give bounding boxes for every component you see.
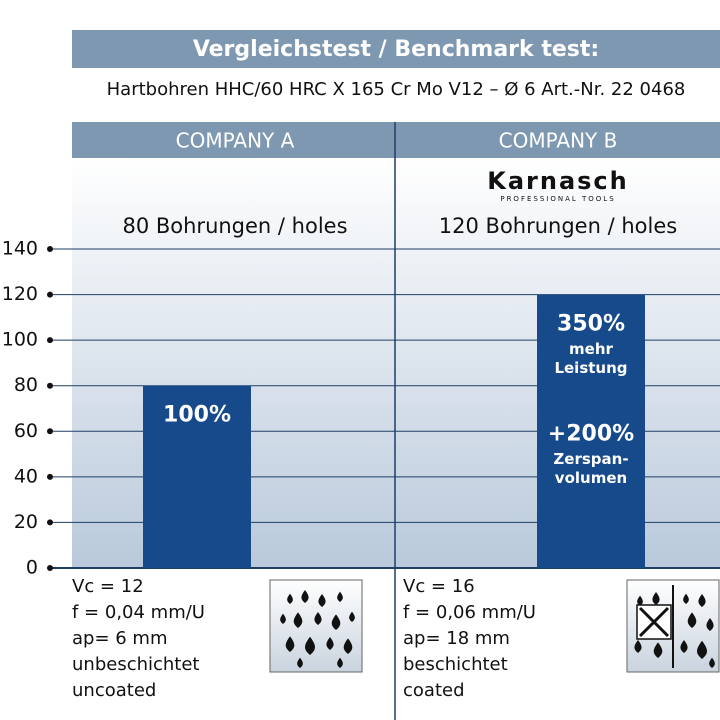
logo-tagline: PROFESSIONAL TOOLS: [500, 195, 615, 203]
droplet: [318, 594, 326, 607]
chart-title: Vergleichstest / Benchmark test:: [193, 37, 599, 62]
droplet: [293, 612, 303, 628]
droplet: [297, 657, 303, 668]
droplet: [337, 591, 343, 602]
bar-label-line: Zerspan-: [553, 450, 628, 468]
headline: 120 Bohrungen / holes: [439, 214, 677, 238]
droplet: [343, 638, 353, 654]
logo-name: Karnasch: [487, 167, 629, 195]
spec-line: f = 0,06 mm/U: [403, 602, 536, 623]
y-tick-label: 80: [14, 374, 38, 396]
droplet: [314, 612, 322, 625]
spec-line: Vc = 12: [72, 576, 144, 597]
y-tick-label: 140: [2, 238, 38, 260]
y-tick-label: 100: [2, 329, 38, 351]
tick-dot: [47, 382, 53, 389]
droplet: [680, 640, 688, 653]
y-tick-label: 20: [14, 511, 38, 533]
droplet: [301, 590, 309, 603]
y-tick-label: 60: [14, 420, 38, 442]
tick-dot: [47, 246, 53, 252]
droplet: [305, 636, 315, 655]
droplet: [326, 637, 334, 650]
droplet: [634, 640, 642, 653]
header-bar: [72, 122, 720, 158]
droplet: [653, 642, 663, 658]
title-bar: [72, 30, 720, 68]
droplet: [683, 593, 689, 604]
bar: [143, 385, 251, 568]
tick-dot: [47, 337, 53, 344]
droplet: [285, 636, 295, 652]
droplet: [337, 657, 343, 668]
chart-subtitle: Hartbohren HHC/60 HRC X 165 Cr Mo V12 – …: [107, 79, 686, 100]
droplet: [331, 614, 341, 630]
category-label: COMPANY A: [176, 129, 295, 153]
tick-dot: [47, 519, 53, 526]
bar-label-line: volumen: [555, 469, 627, 487]
tick-dot: [47, 473, 53, 480]
spec-line: beschichtet: [403, 654, 508, 675]
bar-label: 350%: [557, 312, 625, 337]
bar-label-line: mehr: [569, 340, 613, 358]
spec-line: ap= 6 mm: [72, 628, 168, 649]
droplet: [280, 613, 286, 624]
droplet: [687, 612, 697, 628]
droplet: [287, 593, 293, 604]
headline: 80 Bohrungen / holes: [122, 214, 347, 238]
bar-label-line: Leistung: [554, 359, 627, 377]
droplet: [698, 594, 706, 607]
y-tick-label: 40: [14, 465, 38, 487]
droplet: [706, 618, 714, 631]
bar-label: +200%: [548, 422, 634, 447]
y-tick-label: 0: [26, 557, 38, 579]
tick-dot: [47, 291, 53, 298]
droplet: [349, 611, 355, 622]
y-tick-label: 120: [2, 283, 38, 305]
bar: [537, 294, 645, 568]
bar-label: 100%: [163, 403, 231, 428]
droplet: [637, 595, 643, 606]
spec-line: uncoated: [72, 680, 156, 701]
droplet: [709, 657, 715, 668]
category-label: COMPANY B: [499, 129, 618, 153]
spec-line: unbeschichtet: [72, 654, 200, 675]
coolant-icon: [269, 579, 363, 673]
spec-line: coated: [403, 680, 465, 701]
droplet: [652, 592, 660, 605]
tick-dot: [47, 565, 53, 571]
tick-dot: [47, 428, 53, 435]
spec-line: f = 0,04 mm/U: [72, 602, 205, 623]
icon-cross: [638, 606, 670, 638]
droplet: [697, 640, 707, 659]
spec-line: Vc = 16: [403, 576, 475, 597]
spec-line: ap= 18 mm: [403, 628, 510, 649]
